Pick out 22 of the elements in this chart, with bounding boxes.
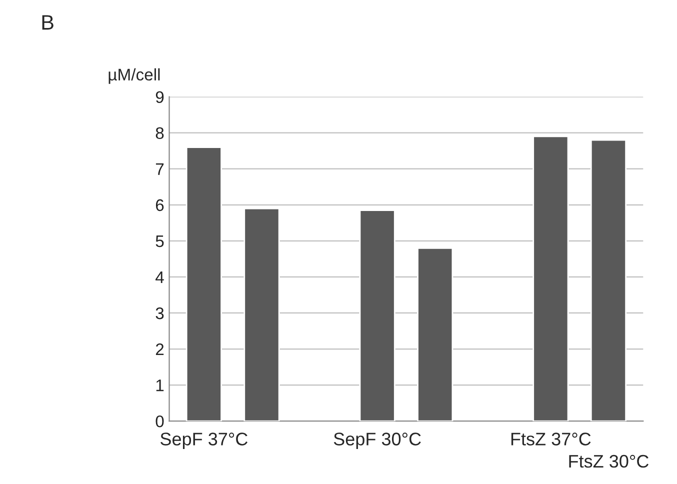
bar (244, 208, 280, 422)
bar (417, 247, 454, 422)
y-tick-label: 5 (156, 235, 164, 248)
y-axis-title: µM/cell (108, 68, 160, 84)
bar (590, 139, 627, 422)
bar (186, 146, 222, 422)
x-tick-label: FtsZ 37°C (511, 432, 591, 446)
y-tick-label: 8 (156, 127, 164, 140)
x-tick-label: SepF 30°C (334, 432, 421, 450)
y-tick-label: 0 (156, 415, 164, 428)
x-tick-label: SepF 37°C (160, 432, 248, 450)
y-tick-label: 3 (156, 307, 164, 320)
bar (532, 136, 569, 422)
y-tick-label: 1 (156, 380, 164, 392)
x-tick-label: FtsZ 30°C (569, 454, 649, 468)
y-tick-label: 2 (156, 343, 164, 356)
y-tick-label: 7 (156, 163, 164, 175)
bar (359, 210, 396, 422)
text: B (42, 15, 54, 30)
y-tick-label: 6 (156, 199, 164, 212)
y-tick-label: 9 (156, 91, 164, 104)
y-tick-label: 4 (156, 272, 164, 283)
